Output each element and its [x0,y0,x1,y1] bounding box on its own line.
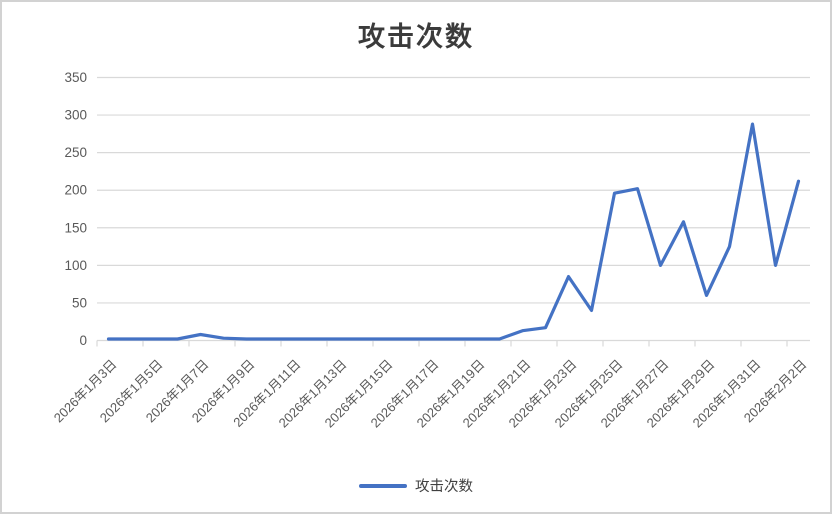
y-axis-tick-label: 0 [79,333,87,348]
attack-count-line-chart: 0501001502002503003502026年1月3日2026年1月5日2… [51,70,810,430]
y-axis-tick-label: 150 [64,220,87,235]
y-axis-tick-label: 300 [64,108,87,123]
series-line-attack-count [106,122,801,341]
legend-line-swatch-icon [359,483,407,488]
y-axis-tick-label: 200 [64,183,87,198]
legend-series-label: 攻击次数 [415,479,473,495]
y-axis-tick-label: 350 [64,70,87,85]
chart-legend: 攻击次数 [2,475,830,496]
y-axis-tick-label: 100 [64,258,87,273]
y-axis-tick-label: 250 [64,145,87,160]
y-axis-tick-label: 50 [72,295,87,310]
